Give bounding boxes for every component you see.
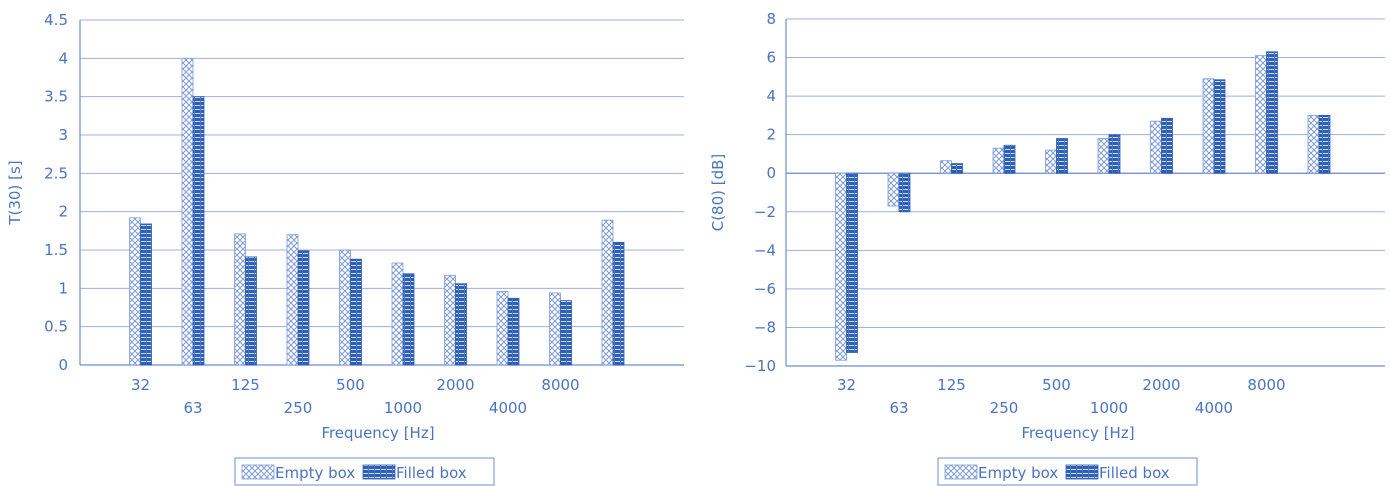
bar-filled-box <box>1318 114 1331 174</box>
bar-empty-box <box>129 217 141 366</box>
x-tick-label: 250 <box>284 399 313 417</box>
bar-empty-box <box>1150 120 1162 174</box>
y-tick-label: 0.5 <box>44 318 68 336</box>
y-tick-label: −2 <box>754 203 776 221</box>
bar-empty-box <box>391 262 404 366</box>
legend-swatch-filled <box>1065 464 1099 480</box>
legend-label-filled: Filled box <box>396 464 467 482</box>
y-tick-label: 1.5 <box>44 241 68 259</box>
x-tick-label: 125 <box>937 376 966 394</box>
bar-empty-box <box>1045 149 1057 174</box>
y-tick-label: 6 <box>766 49 776 67</box>
y-tick-label: 0 <box>766 164 776 182</box>
bar-empty-box <box>444 274 456 366</box>
bar-filled-box <box>1108 134 1121 174</box>
bar-empty-box <box>1202 78 1215 174</box>
x-tick-label: 4000 <box>489 399 527 417</box>
legend-label-empty: Empty box <box>978 464 1058 482</box>
y-tick-label: 3 <box>58 126 68 144</box>
bar-filled-box <box>1213 79 1226 174</box>
bar-filled-box <box>612 241 625 366</box>
bar-filled-box <box>507 297 520 366</box>
legend-label-empty: Empty box <box>275 464 355 482</box>
x-axis-title: Frequency [Hz] <box>1021 424 1134 442</box>
bar-empty-box <box>940 160 952 174</box>
legend: Empty box Filled box <box>234 457 495 486</box>
bar-filled-box <box>1266 51 1278 174</box>
x-tick-label: 63 <box>183 399 202 417</box>
bar-filled-box <box>245 256 257 366</box>
y-tick-label: 3.5 <box>44 88 68 106</box>
y-tick-label: 4.5 <box>44 11 68 29</box>
y-tick-label: −4 <box>754 241 776 259</box>
bar-empty-box <box>601 219 614 366</box>
x-tick-label: 250 <box>990 399 1019 417</box>
y-tick-label: 2.5 <box>44 164 68 182</box>
legend: Empty box Filled box <box>937 457 1198 486</box>
bar-empty-box <box>1255 55 1267 174</box>
chart-1: 0 0.5 1 1.5 2 2.5 3 3.5 4 4.5 T(30) [s] 32 63 125 250 5… <box>6 11 684 486</box>
bar-filled-box <box>297 250 310 366</box>
x-tick-label: 2000 <box>436 376 474 394</box>
x-tick-label: 8000 <box>1247 376 1285 394</box>
y-tick-label: −10 <box>744 357 776 375</box>
bar-empty-box <box>234 233 246 366</box>
bar-empty-box <box>1307 114 1320 174</box>
y-tick-label: 4 <box>766 87 776 105</box>
bar-filled-box <box>1056 138 1068 174</box>
bar-filled-box <box>898 172 911 213</box>
legend-label-filled: Filled box <box>1099 464 1170 482</box>
y-tick-label: −8 <box>754 318 776 336</box>
bar-filled-box <box>192 96 205 366</box>
bar-filled-box <box>455 283 467 366</box>
y-tick-label: 2 <box>58 203 68 221</box>
x-tick-label: 500 <box>1042 376 1071 394</box>
y-axis-title: T(30) [s] <box>6 160 24 225</box>
bar-filled-box <box>1161 117 1173 174</box>
bar-filled-box <box>1003 144 1016 174</box>
x-tick-label: 1000 <box>1090 399 1128 417</box>
x-tick-label: 1000 <box>384 399 422 417</box>
bar-empty-box <box>992 147 1005 174</box>
legend-swatch-filled <box>362 464 396 480</box>
bar-empty-box <box>835 172 847 361</box>
bar-filled-box <box>350 258 362 366</box>
bar-empty-box <box>181 57 194 366</box>
bar-empty-box <box>339 249 351 366</box>
bar-filled-box <box>846 172 858 353</box>
bar-empty-box <box>1097 138 1110 174</box>
x-tick-label: 8000 <box>541 376 579 394</box>
x-tick-label: 4000 <box>1195 399 1233 417</box>
bar-empty-box <box>496 290 509 366</box>
legend-swatch-empty <box>241 464 275 480</box>
x-axis-title: Frequency [Hz] <box>321 424 434 442</box>
bar-empty-box <box>549 292 561 366</box>
x-tick-label: 500 <box>336 376 365 394</box>
x-tick-label: 63 <box>889 399 908 417</box>
y-tick-label: 2 <box>766 126 776 144</box>
bar-filled-box <box>951 163 963 174</box>
bar-empty-box <box>286 234 299 366</box>
bar-filled-box <box>402 273 415 366</box>
x-tick-label: 125 <box>231 376 260 394</box>
y-tick-label: 8 <box>766 10 776 28</box>
bar-filled-box <box>560 300 572 366</box>
y-axis-title: C(80) [dB] <box>709 154 727 232</box>
legend-swatch-empty <box>944 464 978 480</box>
x-tick-label: 32 <box>131 376 150 394</box>
y-tick-label: 4 <box>58 49 68 67</box>
bar-empty-box <box>887 172 900 207</box>
x-tick-label: 2000 <box>1142 376 1180 394</box>
y-tick-label: −6 <box>754 280 776 298</box>
y-tick-label: 1 <box>58 279 68 297</box>
x-tick-label: 32 <box>837 376 856 394</box>
chart-2: −10 −8 −6 −4 −2 0 2 4 6 8 C(80) [dB] 32 63 125 250 500 1… <box>709 10 1385 486</box>
bar-filled-box <box>140 223 152 366</box>
y-tick-label: 0 <box>58 356 68 374</box>
